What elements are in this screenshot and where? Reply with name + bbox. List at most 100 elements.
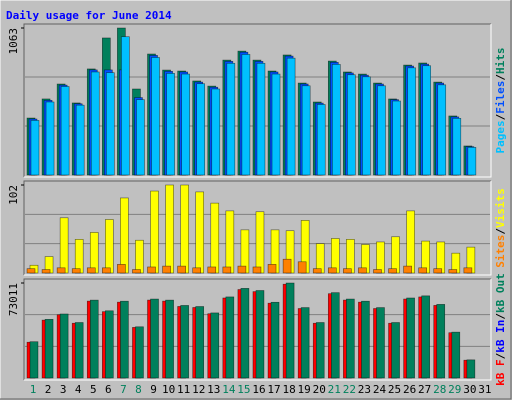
bar — [466, 359, 476, 379]
bar — [210, 312, 220, 379]
bar — [271, 73, 281, 176]
x-tick-label: 17 — [267, 383, 280, 396]
panel-bevel-dark — [23, 23, 491, 177]
bar — [136, 99, 145, 176]
x-tick-label: 28 — [433, 383, 446, 396]
x-tick-label: 16 — [252, 383, 265, 396]
x-tick-label: 5 — [90, 383, 97, 396]
bar — [120, 197, 129, 274]
chart-title: Daily usage for June 2014 — [6, 9, 172, 22]
bar — [316, 104, 326, 176]
legend-entry: Visits — [494, 188, 507, 228]
legend-separator: / — [494, 228, 507, 235]
bar — [102, 267, 111, 274]
x-tick-label: 20 — [313, 383, 326, 396]
bar — [315, 322, 325, 379]
bar — [30, 120, 40, 176]
bar — [240, 288, 250, 379]
x-tick-label: 11 — [177, 383, 190, 396]
x-tick-label: 27 — [418, 383, 431, 396]
bar — [286, 57, 296, 176]
bar — [406, 297, 415, 379]
bar — [361, 300, 370, 379]
x-tick-label: 22 — [343, 383, 356, 396]
bar — [106, 72, 115, 176]
bar — [74, 322, 84, 379]
panel-bevel-dark — [23, 180, 491, 275]
bar — [195, 191, 205, 274]
x-tick-label: 7 — [120, 383, 127, 396]
bar — [463, 267, 473, 274]
bar — [422, 65, 431, 176]
bar — [181, 73, 190, 176]
legend-separator: / — [494, 352, 507, 359]
bar — [376, 307, 385, 379]
bar — [467, 147, 477, 176]
bar — [196, 83, 206, 176]
bar — [256, 62, 266, 176]
x-tick-label: 21 — [328, 383, 341, 396]
bar — [120, 300, 129, 379]
bar — [105, 310, 114, 379]
bar — [44, 319, 54, 379]
bar — [391, 236, 400, 274]
legend-separator: / — [494, 74, 507, 81]
bar — [301, 85, 311, 176]
x-tick-label: 31 — [478, 383, 491, 396]
bar — [225, 210, 235, 274]
bar — [74, 239, 84, 274]
bar — [436, 304, 446, 379]
bar — [433, 268, 443, 274]
bar — [347, 74, 356, 176]
bar — [132, 269, 141, 274]
bar — [225, 296, 235, 379]
bar — [150, 298, 159, 379]
x-tick-label: 29 — [448, 383, 461, 396]
x-tick-label: 19 — [298, 383, 311, 396]
bar — [407, 67, 416, 176]
bar — [376, 241, 385, 274]
x-tick-label: 25 — [388, 383, 401, 396]
bar — [226, 62, 236, 176]
panel-bevel-dark — [23, 278, 491, 380]
bar — [392, 100, 401, 176]
bar — [165, 299, 174, 379]
legend: Sites/Visits — [494, 188, 507, 268]
bar — [89, 232, 99, 274]
x-tick-label: 15 — [237, 383, 250, 396]
bar — [297, 261, 307, 274]
bar — [135, 326, 144, 379]
x-tick-label: 6 — [105, 383, 112, 396]
bar — [391, 322, 400, 379]
bar — [237, 265, 247, 274]
bar — [26, 268, 36, 274]
bar — [330, 292, 340, 379]
bar — [388, 268, 397, 274]
bar — [210, 202, 220, 274]
bar — [41, 269, 51, 274]
panel-bevel-light — [24, 181, 492, 276]
bar — [75, 104, 85, 176]
x-tick-label: 13 — [207, 383, 220, 396]
x-tick-label: 1 — [30, 383, 37, 396]
bar — [377, 85, 386, 176]
bar — [147, 266, 156, 274]
bar — [121, 36, 130, 176]
bar — [362, 76, 371, 176]
y-tick-label: 1063 — [7, 28, 20, 55]
x-tick-label: 3 — [60, 383, 67, 396]
bar — [89, 299, 99, 379]
bar — [252, 266, 262, 274]
x-tick-label: 23 — [358, 383, 371, 396]
bar — [343, 268, 352, 274]
bar — [29, 341, 39, 379]
panel-bevel-light — [24, 24, 492, 178]
x-tick-label: 14 — [222, 383, 236, 396]
bar — [135, 239, 144, 274]
bar — [300, 307, 310, 379]
x-tick-label: 18 — [282, 383, 295, 396]
bar — [331, 64, 341, 176]
legend-entry: Files — [494, 81, 507, 114]
